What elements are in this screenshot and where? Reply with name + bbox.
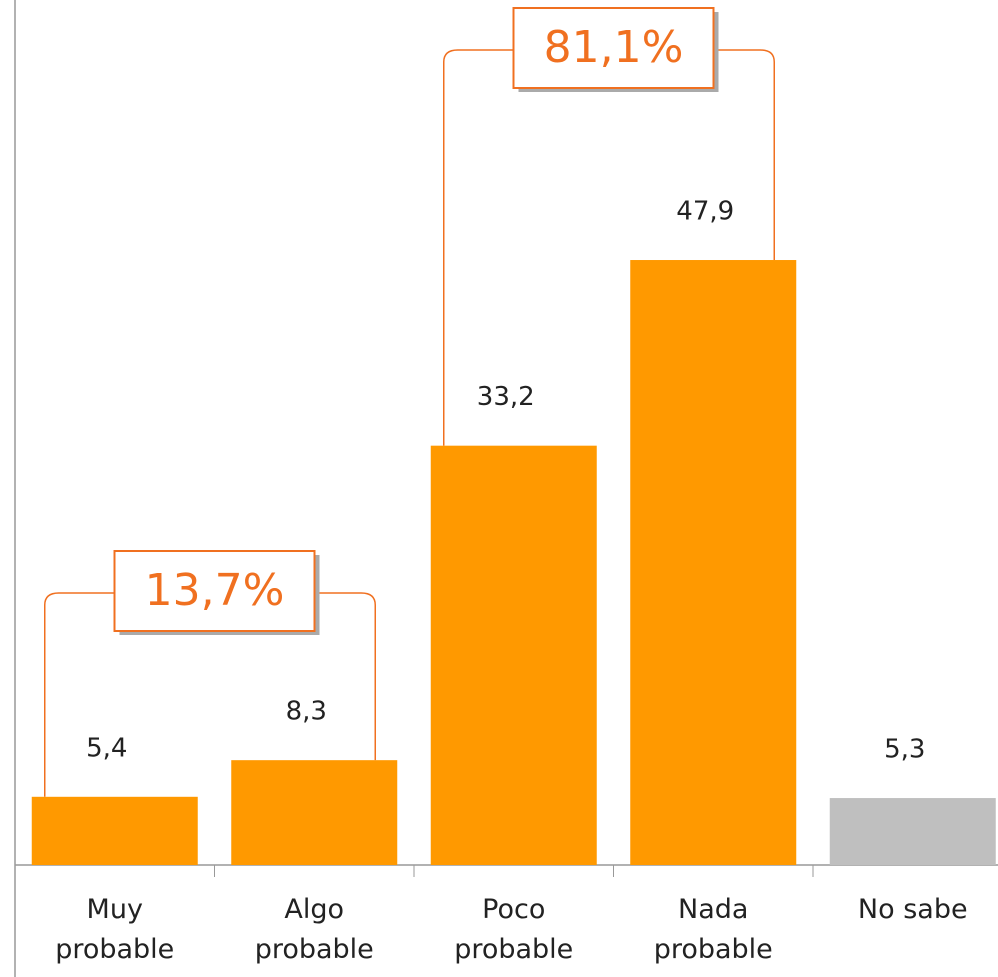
- bracket: [44, 592, 376, 797]
- value-label: 8,3: [286, 697, 327, 727]
- x-tick-label: No sabe: [857, 894, 968, 925]
- x-tick-label: Algo probable: [254, 894, 374, 965]
- bar: [231, 760, 398, 865]
- value-label: 33,2: [477, 382, 535, 412]
- x-tick-label: Poco probable: [454, 894, 574, 965]
- bracket: [443, 49, 775, 446]
- bar: [630, 260, 797, 865]
- x-tick-label: Muy probable: [55, 894, 175, 965]
- annotation-label: 81,1%: [544, 22, 684, 73]
- annotation-label: 13,7%: [145, 565, 285, 616]
- bar: [430, 445, 597, 865]
- x-tick-label: Nada probable: [653, 894, 773, 965]
- value-label: 5,4: [86, 733, 127, 763]
- value-label: 47,9: [676, 197, 734, 227]
- annotation-box: [113, 550, 316, 632]
- bar: [829, 798, 996, 865]
- bar: [31, 796, 198, 865]
- annotation-box: [512, 7, 715, 89]
- value-label: 5,3: [884, 735, 925, 765]
